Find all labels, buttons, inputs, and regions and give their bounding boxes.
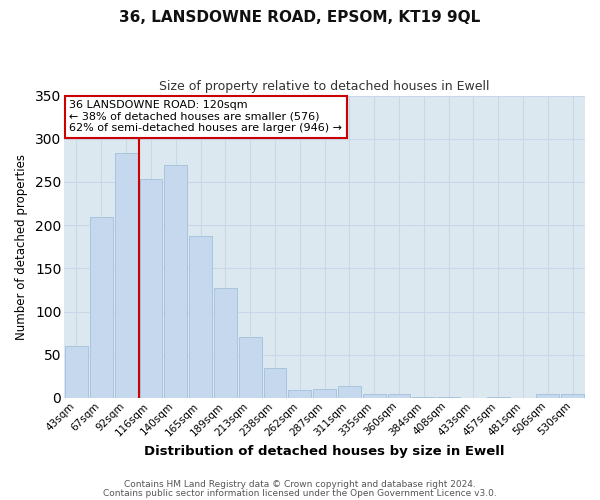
Text: 36, LANSDOWNE ROAD, EPSOM, KT19 9QL: 36, LANSDOWNE ROAD, EPSOM, KT19 9QL (119, 10, 481, 25)
Bar (363, 394, 386, 398)
Bar (115, 154, 137, 398)
Text: Contains HM Land Registry data © Crown copyright and database right 2024.: Contains HM Land Registry data © Crown c… (124, 480, 476, 489)
X-axis label: Distribution of detached houses by size in Ewell: Distribution of detached houses by size … (144, 444, 505, 458)
Bar (437, 397, 460, 398)
Bar (65, 346, 88, 398)
Bar (289, 390, 311, 398)
Bar (313, 390, 336, 398)
Text: 36 LANSDOWNE ROAD: 120sqm
← 38% of detached houses are smaller (576)
62% of semi: 36 LANSDOWNE ROAD: 120sqm ← 38% of detac… (70, 100, 343, 134)
Bar (140, 180, 163, 398)
Bar (487, 397, 509, 398)
Bar (239, 338, 262, 398)
Bar (164, 164, 187, 398)
Bar (536, 394, 559, 398)
Bar (189, 236, 212, 398)
Bar (338, 386, 361, 398)
Bar (263, 368, 286, 398)
Bar (214, 288, 237, 398)
Y-axis label: Number of detached properties: Number of detached properties (15, 154, 28, 340)
Title: Size of property relative to detached houses in Ewell: Size of property relative to detached ho… (159, 80, 490, 93)
Bar (388, 394, 410, 398)
Bar (90, 216, 113, 398)
Text: Contains public sector information licensed under the Open Government Licence v3: Contains public sector information licen… (103, 489, 497, 498)
Bar (412, 397, 435, 398)
Bar (561, 394, 584, 398)
